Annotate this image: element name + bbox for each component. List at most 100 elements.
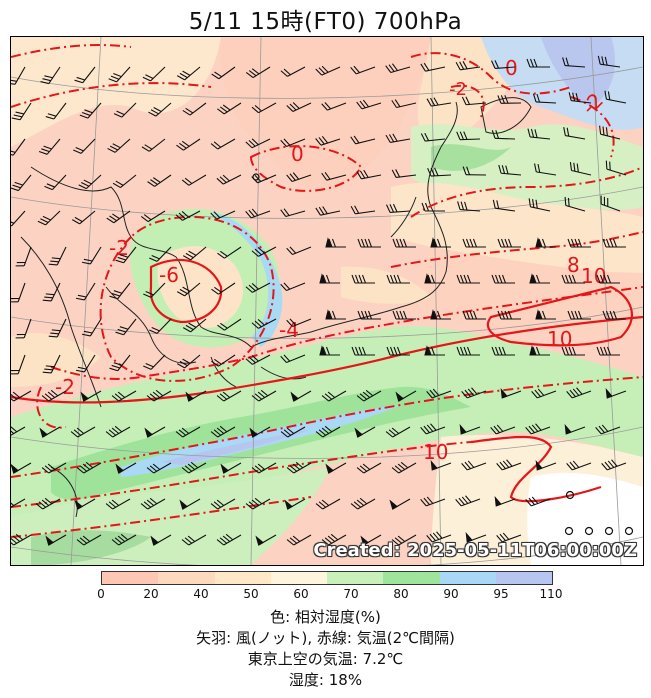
wind-barb [492, 199, 516, 212]
wind-barb [462, 166, 487, 176]
wind-barb [106, 210, 131, 224]
wind-barb [462, 238, 486, 248]
colorbar-ticks: 0 20 40 50 60 70 80 90 95 110 [97, 587, 562, 603]
wind-barb [73, 138, 96, 154]
wind-barb [35, 497, 61, 510]
wind-barb [325, 237, 346, 248]
wind-barb [357, 310, 381, 320]
wind-barb [496, 459, 522, 471]
wind-barb [350, 65, 376, 75]
wind-barb [108, 66, 131, 83]
temp-label: 8 [567, 253, 580, 277]
wind-barb [115, 318, 137, 336]
wind-barb [143, 282, 166, 298]
temp-label: 10 [581, 264, 606, 288]
wind-barb [490, 424, 516, 435]
map-canvas: 0 -2 -2 0 -2 -6 -4 -2 8 10 10 10 [11, 37, 643, 565]
wind-barb [564, 196, 586, 212]
wind-barb [599, 125, 621, 140]
wind-barb [567, 310, 591, 320]
wind-barb [176, 282, 201, 297]
wind-barb [321, 102, 347, 111]
wind-barb [81, 318, 102, 337]
wind-barb [109, 354, 131, 372]
wind-barb [175, 426, 201, 438]
wind-barb [11, 174, 32, 192]
wind-barb [181, 534, 207, 546]
wind-barb [245, 497, 271, 510]
wind-barb [391, 169, 417, 178]
wind-barb [39, 426, 61, 438]
wind-barb [217, 102, 242, 115]
wind-barb [567, 238, 591, 248]
wind-barb [426, 388, 452, 399]
wind-barb [210, 138, 236, 150]
wind-barb [76, 534, 102, 546]
wind-barb [525, 496, 551, 507]
wind-barb [597, 55, 621, 68]
wind-barb [462, 310, 486, 320]
wind-barb [604, 90, 627, 104]
wind-barb [461, 96, 487, 106]
wind-barb [430, 309, 451, 320]
wind-barb [251, 462, 277, 474]
wind-barb [392, 310, 416, 320]
colorbar-tick-label: 40 [193, 587, 209, 601]
wind-barb [596, 274, 620, 284]
wind-barb [182, 102, 207, 116]
wind-barb [535, 459, 557, 471]
wind-barb [41, 389, 67, 402]
wind-barb [15, 318, 32, 339]
wind-barb [286, 102, 312, 112]
wind-barb [532, 93, 557, 104]
wind-barb [142, 66, 166, 82]
wind-barb [286, 246, 312, 256]
wind-barb [211, 282, 236, 295]
colorbar-segment [158, 572, 215, 584]
wind-barb [48, 246, 67, 266]
wind-barb [176, 138, 201, 151]
wind-barb [286, 172, 312, 183]
wind-barb [497, 310, 521, 320]
wind-barb [461, 460, 487, 471]
temp-label: 10 [547, 327, 572, 351]
wind-barb [11, 102, 32, 121]
wind-barb [491, 130, 516, 140]
wind-barb [148, 102, 172, 117]
wind-barb [11, 390, 32, 402]
wind-barb [424, 345, 445, 356]
wind-barb [385, 63, 411, 74]
wind-barb [385, 203, 411, 213]
wind-barb [321, 171, 347, 181]
wind-barb [325, 309, 346, 320]
wind-barb [251, 389, 277, 402]
legend-tokyo-temp: 東京上空の気温: 7.2℃ [247, 650, 404, 668]
wind-barb [74, 498, 96, 510]
wind-barb [385, 426, 411, 438]
wind-barb [529, 345, 550, 356]
wind-barb [11, 210, 26, 227]
wind-barb [430, 237, 451, 248]
wind-barb [595, 424, 621, 435]
colorbar-segment [495, 572, 552, 584]
wind-barb [535, 237, 556, 248]
wind-barb [45, 102, 67, 120]
wind-barb [140, 497, 166, 510]
wind-barb [220, 462, 242, 474]
colorbar-tick-label: 70 [343, 587, 359, 601]
wind-barb [44, 174, 67, 191]
wind-barb [280, 354, 306, 364]
wind-barb [144, 426, 166, 438]
wind-barb [566, 460, 592, 471]
wind-barb [424, 273, 445, 284]
wind-barb [147, 174, 172, 187]
wind-barb [176, 354, 201, 369]
wind-barb [605, 160, 627, 176]
wind-barb [284, 498, 306, 510]
wind-barb [175, 210, 201, 221]
wind-barb [176, 66, 201, 81]
wind-barb [351, 274, 375, 284]
wind-barb [245, 208, 271, 219]
wind-barb [146, 389, 172, 402]
wind-barb [48, 318, 67, 338]
